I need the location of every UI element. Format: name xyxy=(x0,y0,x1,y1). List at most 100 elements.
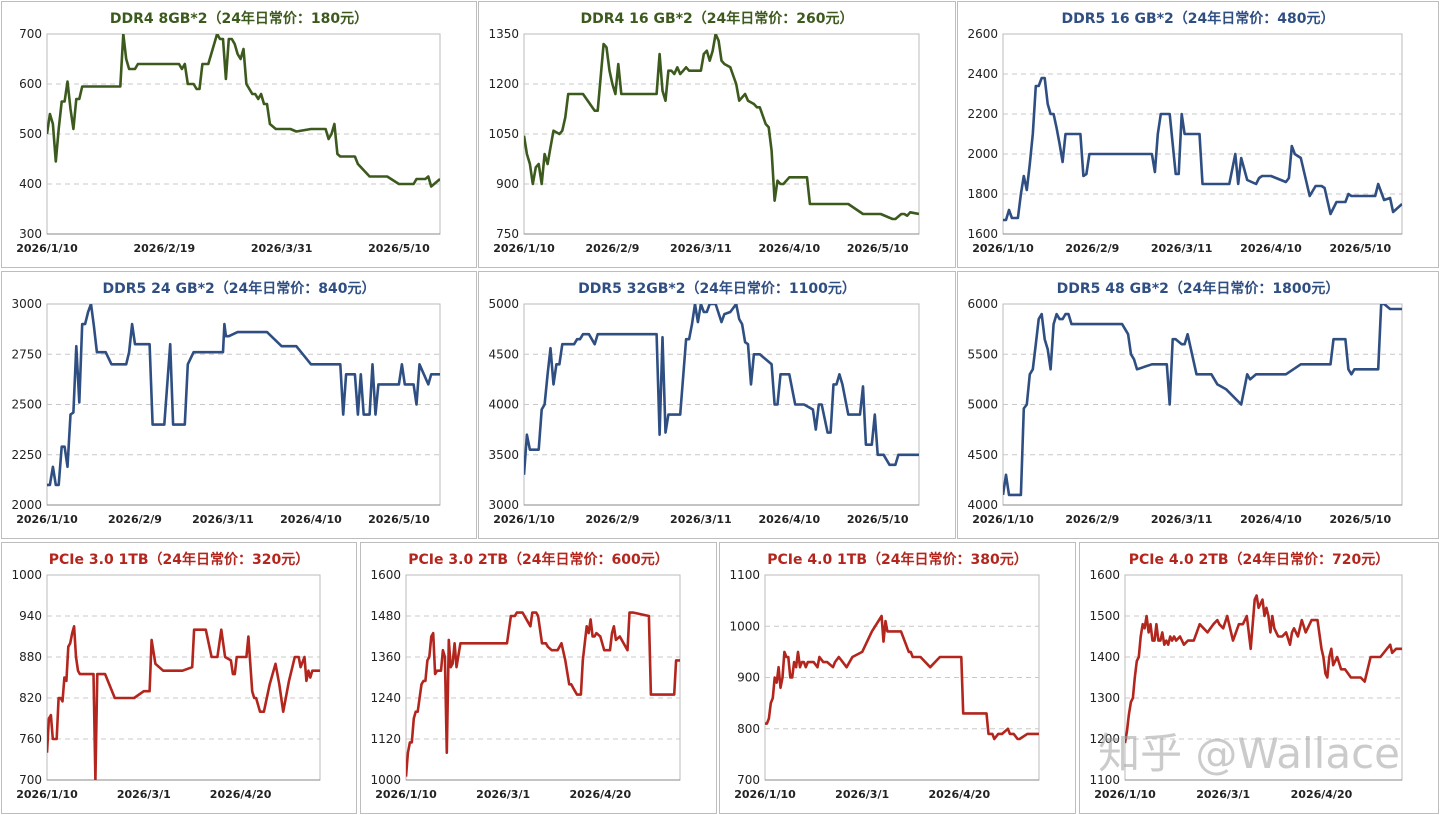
x-tick-label: 2026/1/10 xyxy=(16,788,78,801)
chart-panel-pcie4-2tb: PCIe 4.0 2TB（24年日常价：720元） 1100 1200 1300 140… xyxy=(1079,542,1439,814)
series-line xyxy=(524,34,919,221)
chart-svg: 700 760 820 880 940 1000 2026/1/10 2026/3/1 2026… xyxy=(11,568,321,801)
chart-panel-ddr5-24gb: DDR5 24 GB*2（24年日常价：840元） 2000 2250 2500 275… xyxy=(1,271,477,539)
y-tick-label: 1500 xyxy=(1089,609,1120,623)
y-tick-label: 6000 xyxy=(967,297,998,311)
plot-frame xyxy=(1002,33,1403,235)
x-tick-label: 2026/2/9 xyxy=(585,242,639,255)
x-tick-label: 2026/5/10 xyxy=(368,242,430,255)
y-tick-label: 5000 xyxy=(488,297,519,311)
x-tick-label: 2026/2/9 xyxy=(108,513,162,526)
y-tick-label: 600 xyxy=(19,77,42,91)
x-tick-label: 2026/1/10 xyxy=(16,513,78,526)
y-tick-label: 1360 xyxy=(370,650,401,664)
x-tick-label: 2026/4/10 xyxy=(758,513,820,526)
x-tick-label: 2026/3/11 xyxy=(1151,242,1213,255)
chart-title: PCIe 4.0 1TB（24年日常价：380元） xyxy=(767,552,1028,568)
y-tick-label: 2600 xyxy=(967,27,998,41)
x-tick-label: 2026/1/10 xyxy=(972,513,1034,526)
x-tick-label: 2026/4/20 xyxy=(1291,788,1353,801)
chart-title: PCIe 3.0 1TB（24年日常价：320元） xyxy=(48,552,310,568)
x-tick-label: 2026/3/1 xyxy=(1196,788,1250,801)
chart-title: DDR4 8GB*2（24年日常价：180元） xyxy=(109,11,369,27)
y-tick-label: 2400 xyxy=(967,67,998,81)
chart-title: PCIe 4.0 2TB（24年日常价：720元） xyxy=(1128,552,1390,568)
y-tick-label: 1350 xyxy=(488,27,519,41)
series-line xyxy=(47,34,440,188)
chart-panel-pcie3-2tb: PCIe 3.0 2TB（24年日常价：600元） 1000 1120 1240 136… xyxy=(360,542,717,814)
series-line xyxy=(1125,594,1402,744)
series-line xyxy=(765,614,1039,741)
x-tick-label: 2026/3/1 xyxy=(835,788,889,801)
y-tick-label: 1800 xyxy=(967,187,998,201)
x-tick-label: 2026/3/31 xyxy=(251,242,313,255)
y-tick-label: 1480 xyxy=(370,609,401,623)
y-tick-label: 880 xyxy=(19,650,42,664)
x-tick-label: 2026/4/10 xyxy=(280,513,342,526)
x-tick-label: 2026/2/19 xyxy=(134,242,196,255)
y-tick-label: 700 xyxy=(19,27,42,41)
y-tick-label: 1240 xyxy=(370,691,401,705)
y-tick-label: 1200 xyxy=(1089,732,1120,746)
y-tick-label: 2200 xyxy=(967,107,998,121)
y-tick-label: 1600 xyxy=(370,568,401,582)
y-tick-label: 1300 xyxy=(1089,691,1120,705)
series-line xyxy=(406,611,680,777)
series-line xyxy=(524,304,919,475)
x-tick-label: 2026/1/10 xyxy=(493,513,555,526)
y-tick-label: 1200 xyxy=(488,77,519,91)
y-tick-label: 2750 xyxy=(11,347,42,361)
y-tick-label: 1600 xyxy=(1089,568,1120,582)
chart-panel-pcie3-1tb: PCIe 3.0 1TB（24年日常价：320元） 700 760 820 880 940… xyxy=(1,542,357,814)
y-tick-label: 2500 xyxy=(11,398,42,412)
chart-svg: 700 800 900 1000 1100 2026/1/10 2026/3/1 2026/4… xyxy=(729,568,1040,801)
y-tick-label: 1100 xyxy=(1089,773,1120,787)
y-tick-label: 4500 xyxy=(488,347,519,361)
x-tick-label: 2026/5/10 xyxy=(847,513,909,526)
x-tick-label: 2026/5/10 xyxy=(1330,242,1392,255)
x-tick-label: 2026/5/10 xyxy=(368,513,430,526)
x-tick-label: 2026/3/1 xyxy=(476,788,530,801)
y-tick-label: 5000 xyxy=(967,398,998,412)
x-tick-label: 2026/1/10 xyxy=(972,242,1034,255)
x-tick-label: 2026/1/10 xyxy=(1094,788,1156,801)
chart-svg: 1000 1120 1240 1360 1480 1600 2026/1/10 2026/3/… xyxy=(370,568,681,801)
y-tick-label: 760 xyxy=(19,732,42,746)
y-tick-label: 1000 xyxy=(729,619,760,633)
y-tick-label: 1050 xyxy=(488,127,519,141)
x-tick-label: 2026/4/20 xyxy=(570,788,632,801)
chart-svg: 4000 4500 5000 5500 6000 2026/1/10 2026/2/9 202… xyxy=(967,297,1403,526)
x-tick-label: 2026/1/10 xyxy=(16,242,78,255)
series-line xyxy=(47,625,320,780)
x-tick-label: 2026/3/11 xyxy=(1151,513,1213,526)
x-tick-label: 2026/3/11 xyxy=(670,513,732,526)
x-tick-label: 2026/2/9 xyxy=(585,513,639,526)
chart-title: DDR5 32GB*2（24年日常价：1100元） xyxy=(578,281,856,297)
x-tick-label: 2026/4/10 xyxy=(1240,513,1302,526)
y-tick-label: 1000 xyxy=(370,773,401,787)
x-tick-label: 2026/1/10 xyxy=(734,788,796,801)
chart-svg: 750 900 1050 1200 1350 2026/1/10 2026/2/9 2026/… xyxy=(488,27,920,255)
chart-panel-ddr4-8gb: DDR4 8GB*2（24年日常价：180元） 300 400 500 600 700 20… xyxy=(1,1,477,268)
y-tick-label: 1000 xyxy=(11,568,42,582)
chart-title: DDR4 16 GB*2（24年日常价：260元） xyxy=(580,11,854,27)
y-tick-label: 500 xyxy=(19,127,42,141)
series-line xyxy=(1003,304,1402,497)
x-tick-label: 2026/4/20 xyxy=(210,788,272,801)
x-tick-label: 2026/4/10 xyxy=(1240,242,1302,255)
y-tick-label: 5500 xyxy=(967,347,998,361)
chart-panel-ddr4-16gb: DDR4 16 GB*2（24年日常价：260元） 750 900 1050 1200 1… xyxy=(478,1,956,268)
x-tick-label: 2026/5/10 xyxy=(847,242,909,255)
y-tick-label: 3000 xyxy=(11,297,42,311)
y-tick-label: 1100 xyxy=(729,568,760,582)
y-tick-label: 820 xyxy=(19,691,42,705)
chart-panel-pcie4-1tb: PCIe 4.0 1TB（24年日常价：380元） 700 800 900 1000 11… xyxy=(719,542,1076,814)
y-tick-label: 700 xyxy=(19,773,42,787)
y-tick-label: 300 xyxy=(19,227,42,241)
y-tick-label: 800 xyxy=(737,722,760,736)
y-tick-label: 2000 xyxy=(11,498,42,512)
chart-svg: 300 400 500 600 700 2026/1/10 2026/2/19 2026/3/… xyxy=(16,27,441,255)
x-tick-label: 2026/2/9 xyxy=(1065,242,1119,255)
x-tick-label: 2026/2/9 xyxy=(1065,513,1119,526)
chart-panel-ddr5-16gb: DDR5 16 GB*2（24年日常价：480元） 1600 1800 2000 220… xyxy=(957,1,1439,268)
